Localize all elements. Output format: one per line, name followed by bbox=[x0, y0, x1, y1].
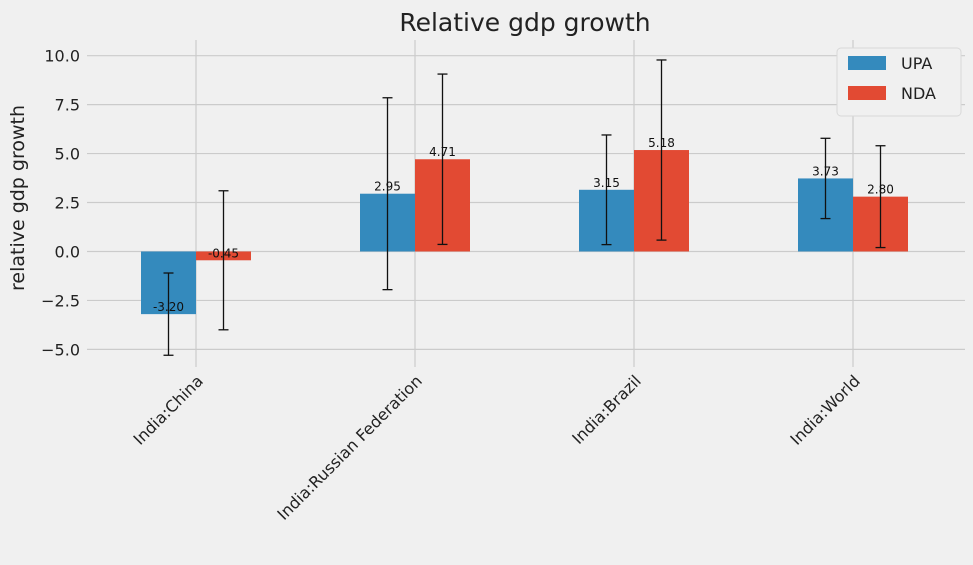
y-tick-label: 7.5 bbox=[55, 96, 80, 115]
error-bar-upa bbox=[601, 134, 612, 246]
legend-label-nda: NDA bbox=[901, 84, 936, 103]
y-tick-label: 10.0 bbox=[44, 47, 80, 66]
x-tick-label: India:World bbox=[786, 371, 863, 448]
bar-value-label-upa: 2.95 bbox=[374, 180, 401, 194]
legend: UPA NDA bbox=[836, 47, 962, 117]
error-bars bbox=[163, 59, 886, 356]
y-tick-label: −5.0 bbox=[41, 340, 80, 359]
x-tick-label: India:Brazil bbox=[568, 371, 645, 448]
bar-value-label-upa: 3.15 bbox=[593, 176, 620, 190]
legend-label-upa: UPA bbox=[901, 54, 932, 73]
bar-value-label-nda: 2.80 bbox=[867, 183, 894, 197]
y-tick-label: 2.5 bbox=[55, 194, 80, 213]
legend-swatch-nda bbox=[848, 86, 886, 100]
bar-value-label-nda: 4.71 bbox=[429, 145, 456, 159]
error-bar-upa bbox=[163, 272, 174, 356]
bar-value-label-nda: 5.18 bbox=[648, 136, 675, 150]
legend-swatch-upa bbox=[848, 56, 886, 70]
error-bar-upa bbox=[382, 97, 393, 291]
y-tick-label: 5.0 bbox=[55, 145, 80, 164]
error-bar-nda bbox=[656, 59, 667, 241]
x-tick-label: India:China bbox=[129, 371, 206, 448]
y-tick-label: 0.0 bbox=[55, 242, 80, 261]
bars bbox=[141, 150, 908, 315]
x-tick-label: India:Russian Federation bbox=[273, 371, 425, 523]
x-tick-labels: India:China India:Russian Federation India… bbox=[129, 371, 863, 523]
bar-value-label-nda: -0.45 bbox=[208, 246, 239, 260]
chart-title: Relative gdp growth bbox=[399, 8, 650, 37]
bar-value-label-upa: -3.20 bbox=[153, 300, 184, 314]
error-bar-upa bbox=[820, 137, 831, 220]
error-bar-nda bbox=[218, 190, 229, 331]
y-axis-label: relative gdp growth bbox=[7, 105, 29, 291]
error-bar-nda bbox=[437, 73, 448, 246]
error-bar-nda bbox=[875, 145, 886, 249]
y-tick-labels: −5.0 −2.5 0.0 2.5 5.0 7.5 10.0 bbox=[41, 47, 80, 360]
bar-value-labels: -3.20 2.95 3.15 3.73 -0.45 4.71 5.18 2.80 bbox=[153, 136, 894, 314]
y-tick-label: −2.5 bbox=[41, 291, 80, 310]
bar-value-label-upa: 3.73 bbox=[812, 164, 839, 178]
